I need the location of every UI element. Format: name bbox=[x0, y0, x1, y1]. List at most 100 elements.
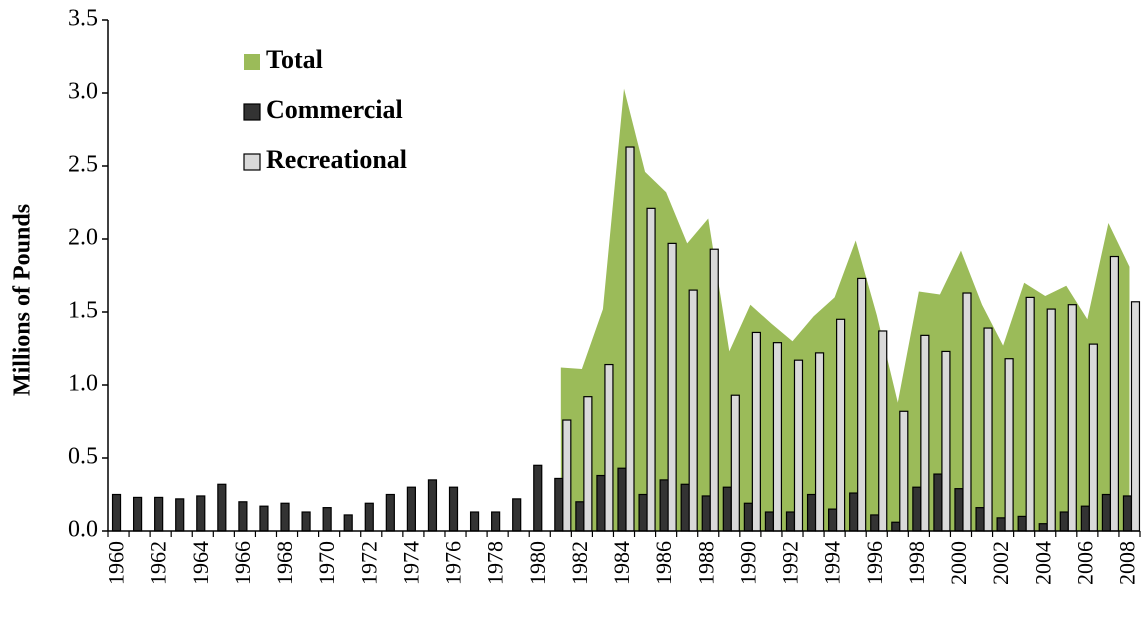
commercial-bar bbox=[469, 511, 480, 532]
recreational-bar bbox=[857, 277, 867, 532]
x-tick-label: 1998 bbox=[904, 541, 929, 585]
recreational-bar bbox=[836, 318, 846, 532]
x-tick-label: 1996 bbox=[862, 541, 887, 585]
y-tick-label: 3.0 bbox=[68, 79, 98, 105]
commercial-bar bbox=[849, 492, 859, 532]
commercial-bar bbox=[491, 511, 501, 532]
commercial-bar bbox=[280, 502, 290, 532]
x-tick-label: 1966 bbox=[230, 541, 255, 585]
commercial-bar bbox=[954, 488, 964, 532]
commercial-bar bbox=[870, 514, 880, 532]
commercial-bar bbox=[322, 507, 332, 532]
commercial-bar bbox=[575, 501, 585, 532]
y-tick-label: 0.0 bbox=[68, 517, 98, 543]
recreational-bar bbox=[625, 146, 635, 532]
recreational-bar bbox=[772, 342, 783, 532]
commercial-bar bbox=[427, 479, 438, 532]
commercial-bar bbox=[680, 483, 690, 532]
x-tick-label: 1984 bbox=[609, 541, 634, 585]
x-tick-label: 1988 bbox=[693, 541, 718, 585]
recreational-bar bbox=[562, 419, 572, 532]
commercial-bar bbox=[891, 521, 901, 532]
commercial-bar bbox=[175, 498, 185, 532]
recreational-bar bbox=[899, 410, 909, 532]
y-tick-label: 0.5 bbox=[68, 444, 98, 470]
commercial-bar bbox=[701, 495, 711, 532]
commercial-bar bbox=[785, 511, 796, 532]
x-tick-label: 1970 bbox=[314, 541, 339, 585]
x-tick-label: 2004 bbox=[1030, 541, 1055, 585]
recreational-bar bbox=[730, 394, 740, 532]
x-tick-label: 1982 bbox=[567, 541, 592, 585]
x-tick-label: 1972 bbox=[356, 541, 381, 585]
recreational-bar bbox=[920, 334, 930, 532]
x-tick-label: 1962 bbox=[146, 541, 171, 585]
commercial-bar bbox=[111, 493, 122, 532]
recreational-bar bbox=[941, 350, 951, 532]
commercial-bar bbox=[238, 501, 248, 532]
x-tick-label: 2008 bbox=[1115, 541, 1140, 585]
recreational-bar bbox=[688, 289, 698, 532]
y-tick-label: 1.5 bbox=[68, 298, 98, 324]
recreational-bar bbox=[1004, 358, 1014, 532]
x-tick-label: 1980 bbox=[525, 541, 550, 585]
recreational-bar bbox=[1130, 301, 1141, 532]
recreational-bar bbox=[1067, 304, 1077, 532]
y-tick-label: 1.0 bbox=[68, 371, 98, 397]
legend-swatch bbox=[243, 153, 261, 171]
recreational-bar bbox=[667, 242, 677, 532]
commercial-bar bbox=[132, 496, 143, 532]
recreational-bar bbox=[878, 330, 888, 532]
legend-label: Total bbox=[266, 45, 323, 74]
x-tick-label: 1986 bbox=[651, 541, 676, 585]
x-tick-label: 1994 bbox=[820, 541, 845, 585]
commercial-bar bbox=[196, 495, 206, 532]
x-tick-label: 2002 bbox=[988, 541, 1013, 585]
legend-label: Recreational bbox=[266, 145, 407, 174]
x-tick-label: 1976 bbox=[441, 541, 466, 585]
commercial-bar bbox=[512, 498, 522, 532]
commercial-bar bbox=[912, 486, 922, 532]
x-tick-label: 1960 bbox=[104, 541, 129, 585]
recreational-bar bbox=[793, 359, 804, 532]
commercial-bar bbox=[975, 507, 985, 532]
commercial-bar bbox=[638, 493, 648, 532]
y-tick-label: 2.5 bbox=[68, 152, 98, 178]
recreational-bar bbox=[604, 363, 614, 532]
commercial-bar bbox=[933, 473, 943, 532]
commercial-bar bbox=[743, 502, 753, 532]
y-tick-label: 2.0 bbox=[68, 225, 98, 251]
commercial-bar bbox=[1059, 511, 1069, 532]
commercial-bar bbox=[217, 483, 227, 532]
commercial-bar bbox=[259, 505, 269, 532]
commercial-bar bbox=[1038, 523, 1048, 532]
legend-swatch bbox=[243, 103, 261, 121]
recreational-bar bbox=[751, 331, 761, 532]
y-axis-label: Millions of Pounds bbox=[10, 204, 36, 396]
legend-swatch bbox=[244, 54, 260, 70]
recreational-bar bbox=[1025, 296, 1035, 532]
recreational-bar bbox=[814, 352, 825, 532]
commercial-bar bbox=[343, 514, 353, 532]
commercial-bar bbox=[364, 502, 374, 532]
commercial-bar bbox=[154, 496, 164, 532]
commercial-bar bbox=[659, 479, 669, 532]
recreational-bar bbox=[709, 248, 719, 532]
commercial-bar bbox=[554, 477, 564, 532]
legend-label: Commercial bbox=[266, 95, 403, 124]
commercial-bar bbox=[385, 493, 395, 532]
commercial-bar bbox=[806, 493, 817, 532]
commercial-bar bbox=[996, 517, 1006, 532]
commercial-bar bbox=[1080, 505, 1090, 532]
commercial-bar bbox=[764, 511, 775, 532]
commercial-bar bbox=[1122, 495, 1133, 532]
commercial-bar bbox=[828, 508, 838, 532]
x-tick-label: 1964 bbox=[188, 541, 213, 585]
x-tick-label: 1978 bbox=[483, 541, 508, 585]
commercial-bar bbox=[301, 511, 311, 532]
recreational-bar bbox=[1046, 308, 1056, 532]
recreational-bar bbox=[983, 327, 993, 532]
commercial-bar bbox=[722, 486, 732, 532]
x-tick-label: 1992 bbox=[778, 541, 803, 585]
